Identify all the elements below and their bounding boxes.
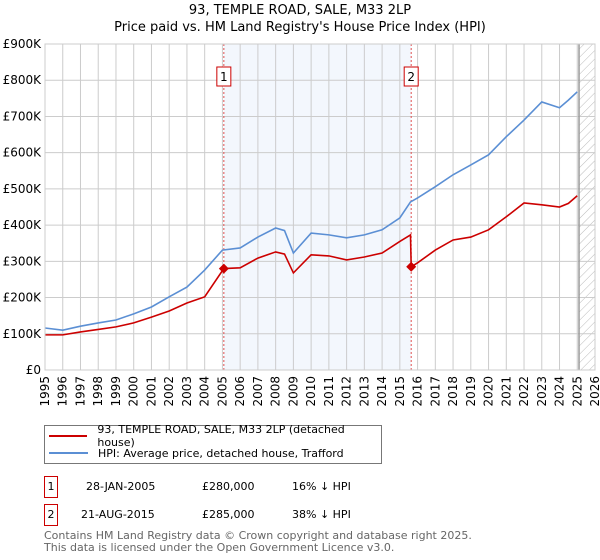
x-tick-label: 2002	[162, 376, 176, 407]
y-tick-label: £500K	[3, 182, 43, 196]
x-tick-label: 1998	[91, 376, 105, 407]
x-tick-label: 2018	[446, 376, 460, 407]
legend-swatch-red	[49, 435, 88, 437]
x-tick-label: 2012	[340, 376, 354, 407]
y-tick-label: £700K	[3, 109, 43, 123]
y-tick-label: £900K	[3, 37, 43, 51]
sale-price: £280,000	[202, 480, 255, 493]
x-tick-label: 2014	[375, 376, 389, 407]
x-tick-label: 2025	[570, 376, 584, 407]
y-tick-label: £0	[26, 363, 41, 377]
x-tick-label: 2015	[393, 376, 407, 407]
x-tick-label: 2001	[144, 376, 158, 407]
sale-marker-label: 2	[407, 70, 415, 84]
x-tick-label: 2017	[428, 376, 442, 407]
y-tick-label: £100K	[3, 327, 43, 341]
chart-title: 93, TEMPLE ROAD, SALE, M33 2LP	[188, 3, 412, 18]
x-tick-label: 2020	[482, 376, 496, 407]
legend-label: 93, TEMPLE ROAD, SALE, M33 2LP (detached…	[97, 423, 345, 449]
x-tick-label: 2013	[357, 376, 371, 407]
x-tick-label: 1997	[73, 376, 87, 407]
x-tick-label: 2008	[269, 376, 283, 407]
x-tick-label: 2006	[233, 376, 247, 407]
chart-subtitle: Price paid vs. HM Land Registry's House …	[114, 20, 486, 35]
x-tick-label: 2000	[127, 376, 141, 407]
sale-marker-label: 2	[44, 504, 58, 526]
legend-item-hpi: HPI: Average price, detached house, Traf…	[49, 445, 344, 461]
x-tick-label: 1995	[38, 376, 52, 407]
sale-date: 21-AUG-2015	[81, 508, 155, 521]
sale-point	[218, 263, 229, 274]
sale-hpi-diff: 38% ↓ HPI	[292, 508, 351, 521]
x-tick-label: 2023	[535, 376, 549, 407]
x-tick-label: 1996	[56, 376, 70, 407]
footer-copyright: Contains HM Land Registry data © Crown c…	[44, 529, 472, 542]
x-tick-label: 2007	[251, 376, 265, 407]
x-tick-label: 2010	[304, 376, 318, 407]
sale-hpi-diff: 16% ↓ HPI	[292, 480, 351, 493]
x-tick-label: 2005	[215, 376, 229, 407]
y-tick-label: £300K	[3, 254, 43, 268]
legend: 93, TEMPLE ROAD, SALE, M33 2LP (detached…	[44, 423, 382, 464]
series-line	[45, 195, 578, 336]
series-line	[44, 91, 578, 331]
x-tick-label: 2021	[499, 376, 513, 407]
x-tick-label: 2011	[322, 376, 336, 407]
sale-marker-label: 1	[220, 70, 228, 84]
sale-price: £285,000	[202, 508, 255, 521]
x-tick-label: 2024	[553, 376, 567, 407]
x-tick-label: 2003	[180, 376, 194, 407]
y-tick-label: £800K	[3, 73, 43, 87]
forecast-hatch	[579, 44, 595, 370]
sale-marker-label: 1	[44, 476, 58, 498]
x-tick-label: 2019	[464, 376, 478, 407]
sale-period-shading	[223, 44, 412, 370]
legend-item-property: 93, TEMPLE ROAD, SALE, M33 2LP (detached…	[49, 423, 381, 449]
y-tick-label: £400K	[3, 218, 43, 232]
x-tick-label: 2016	[411, 376, 425, 407]
legend-swatch-blue	[49, 452, 88, 454]
y-tick-label: £200K	[3, 291, 43, 305]
y-tick-label: £600K	[3, 146, 43, 160]
sale-marker-box	[216, 66, 232, 87]
footer: Contains HM Land Registry data © Crown c…	[44, 530, 472, 554]
plot-area: 1995 1996 1997 1998 1999 2000 2001 2002 2003 2004…	[3, 37, 600, 407]
legend-label: HPI: Average price, detached house, Traf…	[98, 446, 344, 460]
plot-frame	[44, 43, 596, 371]
x-tick-label: 2009	[286, 376, 300, 407]
x-tick-label: 2004	[198, 376, 212, 407]
x-tick-label: 1999	[109, 376, 123, 407]
x-tick-label: 2022	[517, 376, 531, 407]
sale-marker-box	[403, 66, 419, 87]
x-tick-label: 2026	[588, 376, 600, 407]
sale-date: 28-JAN-2005	[86, 480, 156, 493]
sale-point	[406, 261, 417, 272]
footer-licence: This data is licensed under the Open Gov…	[44, 541, 395, 554]
